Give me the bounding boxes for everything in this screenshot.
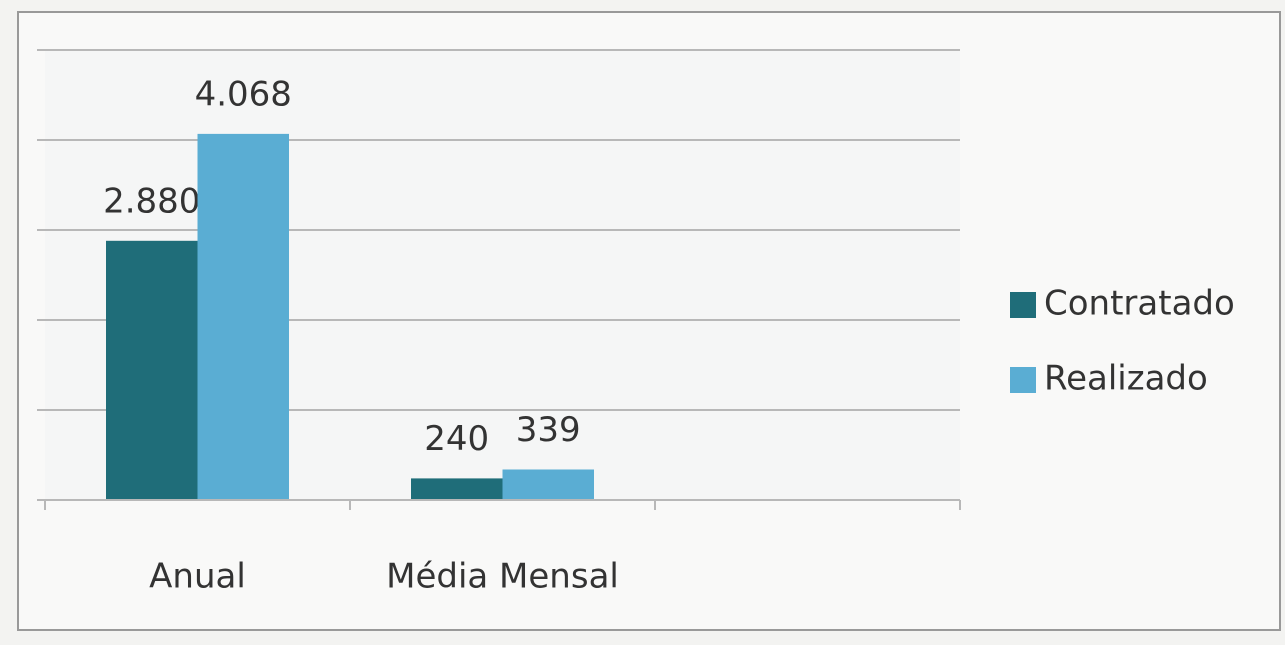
- data-label: 339: [516, 410, 581, 450]
- bar: [502, 469, 594, 500]
- x-tick-label: Média Mensal: [386, 557, 619, 597]
- legend-swatch: [1010, 292, 1036, 318]
- bar: [197, 133, 289, 500]
- legend-swatch: [1010, 367, 1036, 393]
- legend-label: Realizado: [1044, 359, 1208, 399]
- data-label: 4.068: [195, 74, 292, 114]
- legend-label: Contratado: [1044, 284, 1235, 324]
- data-label: 240: [424, 419, 489, 459]
- bar: [106, 240, 198, 501]
- data-label: 2.880: [103, 181, 200, 221]
- x-tick-label: Anual: [149, 557, 246, 597]
- bar: [411, 478, 503, 500]
